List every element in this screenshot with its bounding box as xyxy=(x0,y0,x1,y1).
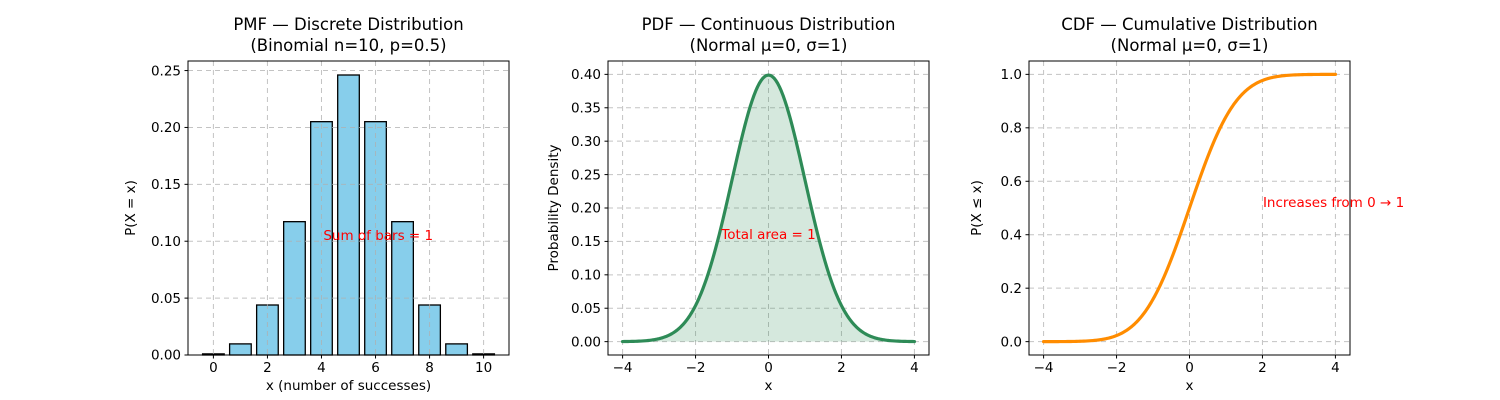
y-tick-label: 0.6 xyxy=(1001,174,1022,190)
cdf-subplot: −4 −2 0 2 4 0.0 0.2 0.4 0.6 0.8 1.0 xyxy=(1001,60,1351,376)
y-tick-label: 0.2 xyxy=(1001,281,1022,297)
xlabel-1: x xyxy=(764,378,773,394)
ylabel-2: P(X ≤ x) xyxy=(969,180,985,236)
x-tick-label: −4 xyxy=(1034,360,1054,376)
pmf-bar xyxy=(255,304,279,356)
pdf-area-fill xyxy=(622,75,915,342)
pmf-bar xyxy=(283,221,306,356)
cdf-subtitle: (Normal μ=0, σ=1) xyxy=(1110,36,1269,55)
axes-frame xyxy=(607,60,930,356)
axis-ticks: 0 2 4 6 8 10 0.00 0.05 0.10 0.15 0.20 0.25 xyxy=(151,63,492,376)
pdf-subtitle: (Normal μ=0, σ=1) xyxy=(689,36,848,55)
y-tick-label: 0.25 xyxy=(571,167,601,183)
annotation-0: Sum of bars = 1 xyxy=(323,227,434,244)
x-tick-label: 2 xyxy=(837,360,846,376)
x-tick-label: 4 xyxy=(1331,360,1340,376)
pmf-bar xyxy=(228,343,252,356)
grid-lines xyxy=(1029,61,1350,355)
title-0: PMF — Discrete Distribution (Binomial n=… xyxy=(233,14,463,56)
x-tick-label: 2 xyxy=(1258,360,1267,376)
x-tick-label: 4 xyxy=(317,360,326,376)
title-1: PDF — Continuous Distribution (Normal μ=… xyxy=(642,14,896,56)
y-tick-label: 0.0 xyxy=(1001,334,1022,350)
y-tick-label: 0.4 xyxy=(1001,227,1022,243)
cdf-title: CDF — Cumulative Distribution xyxy=(1061,15,1318,34)
x-tick-label: 6 xyxy=(371,360,380,376)
pmf-bar xyxy=(418,304,442,356)
y-tick-label: 0.15 xyxy=(571,234,601,250)
axis-ticks: −4 −2 0 2 4 0.0 0.2 0.4 0.6 0.8 1.0 xyxy=(1001,67,1340,376)
ylabel-0: P(X = x) xyxy=(123,180,139,236)
pmf-bar xyxy=(445,343,469,356)
x-tick-label: 0 xyxy=(209,360,218,376)
y-tick-label: 1.0 xyxy=(1001,67,1022,83)
x-tick-label: 10 xyxy=(475,360,492,376)
x-tick-label: 0 xyxy=(1185,360,1194,376)
y-tick-label: 0.35 xyxy=(571,100,601,116)
x-tick-label: 8 xyxy=(425,360,434,376)
pdf-title: PDF — Continuous Distribution xyxy=(641,15,896,34)
x-tick-label: 4 xyxy=(910,360,919,376)
xlabel-0: x (number of successes) xyxy=(265,378,432,394)
y-tick-label: 0.00 xyxy=(571,334,601,350)
y-tick-label: 0.30 xyxy=(571,134,601,150)
x-tick-label: −4 xyxy=(613,360,633,376)
y-tick-label: 0.25 xyxy=(151,63,181,79)
x-tick-label: 0 xyxy=(764,360,773,376)
cdf-curve xyxy=(1041,72,1338,344)
x-tick-label: 2 xyxy=(263,360,272,376)
xlabel-2: x xyxy=(1185,378,1194,394)
annotation-2: Increases from 0 → 1 xyxy=(1262,194,1405,211)
y-tick-label: 0.00 xyxy=(151,348,181,364)
y-tick-label: 0.10 xyxy=(571,268,601,284)
pdf-subplot: −4 −2 0 2 4 0.00 0.05 0.10 0.15 0.20 0.25 0.30 0.35 0… xyxy=(571,60,930,376)
x-tick-label: −2 xyxy=(686,360,706,376)
pmf-subplot: 0 2 4 6 8 10 0.00 0.05 0.10 0.15 0.20 0.25 xyxy=(151,60,510,376)
axes-frame xyxy=(187,60,510,356)
title-2: CDF — Cumulative Distribution (Normal μ=… xyxy=(1061,14,1317,56)
x-tick-label: −2 xyxy=(1107,360,1127,376)
pmf-title: PMF — Discrete Distribution xyxy=(233,15,464,34)
y-tick-label: 0.40 xyxy=(571,67,601,83)
pmf-subtitle: (Binomial n=10, p=0.5) xyxy=(250,36,447,55)
y-tick-label: 0.15 xyxy=(151,177,181,193)
y-tick-label: 0.10 xyxy=(151,234,181,250)
ylabel-1: Probability Density xyxy=(546,144,562,272)
axes-frame xyxy=(1028,60,1351,356)
pmf-bars xyxy=(201,74,496,356)
y-tick-label: 0.20 xyxy=(151,120,181,136)
annotation-1: Total area = 1 xyxy=(721,226,816,243)
y-tick-label: 0.20 xyxy=(571,201,601,217)
pmf-bar xyxy=(337,74,360,356)
y-tick-label: 0.8 xyxy=(1001,121,1022,137)
grid-lines xyxy=(188,61,509,356)
y-tick-label: 0.05 xyxy=(151,291,181,307)
y-tick-label: 0.05 xyxy=(571,301,601,317)
pdf-curve xyxy=(620,73,917,344)
axis-ticks: −4 −2 0 2 4 0.00 0.05 0.10 0.15 0.20 0.25 0.30 0.35 0… xyxy=(571,67,919,376)
